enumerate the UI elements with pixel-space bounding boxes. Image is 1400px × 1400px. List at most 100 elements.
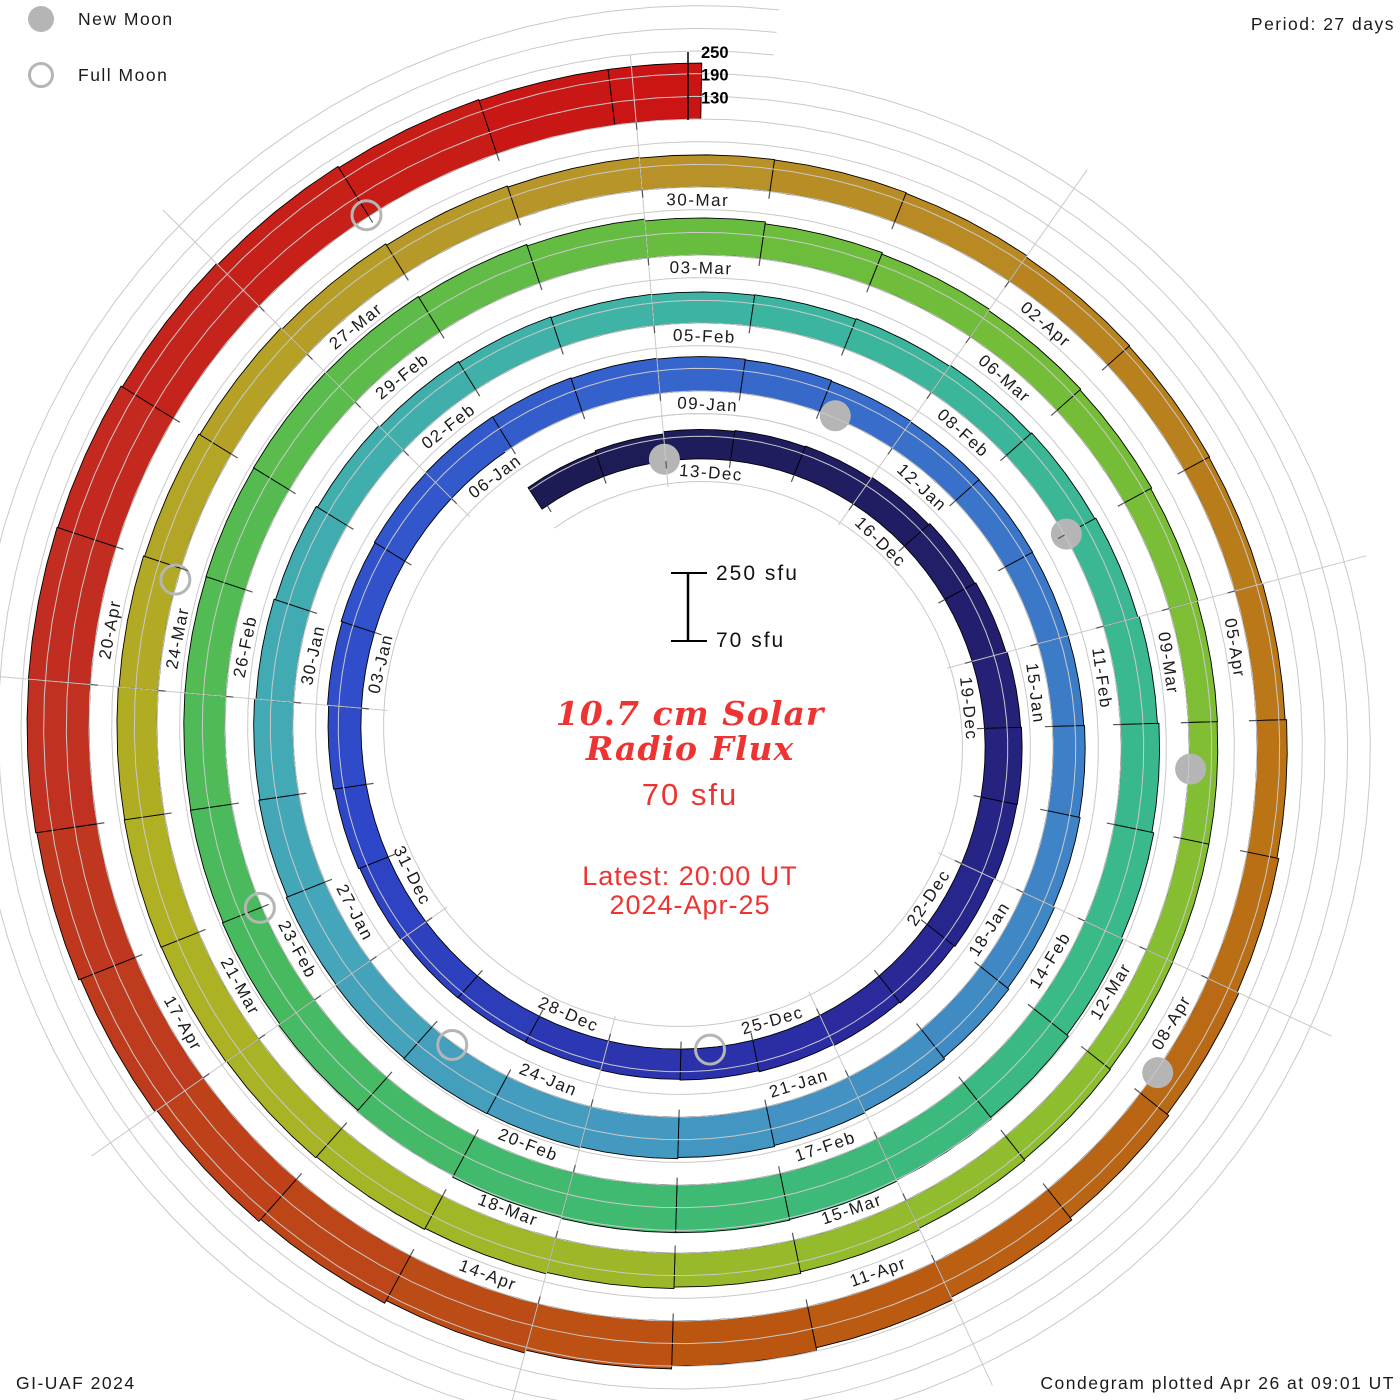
day-tick: [1201, 974, 1209, 980]
day-tick: [324, 878, 333, 883]
chart-title: 10.7 cm Solar Radio Flux: [390, 696, 990, 766]
day-tick: [841, 348, 845, 356]
flux-bar: [401, 921, 478, 999]
flux-bar: [340, 542, 406, 633]
day-tick: [369, 956, 377, 962]
day-tick: [653, 325, 656, 334]
day-tick: [974, 961, 981, 968]
day-tick: [738, 393, 741, 401]
day-tick: [938, 599, 946, 604]
flux-bar: [26, 678, 98, 834]
full-moon-icon: [28, 62, 54, 88]
legend-new-moon: New Moon: [28, 6, 174, 32]
radial-axis: 250 190 130: [687, 44, 729, 120]
grid-spoke: [91, 906, 448, 1157]
flux-bar: [650, 291, 756, 327]
day-tick: [926, 392, 932, 399]
day-tick: [844, 1070, 850, 1078]
day-tick: [1106, 822, 1115, 826]
flux-bar: [1084, 824, 1155, 939]
latest-date-label: 2024-Apr-25: [609, 890, 771, 920]
day-tick: [805, 1299, 809, 1307]
flux-bar: [673, 1239, 802, 1288]
flux-bar: [27, 526, 117, 685]
day-tick: [164, 812, 172, 815]
flux-bar: [954, 479, 1034, 568]
flux-bar: [123, 813, 199, 948]
flux-bar: [638, 154, 776, 192]
day-tick: [873, 1131, 878, 1139]
flux-bar: [526, 218, 649, 284]
day-tick: [245, 589, 253, 593]
day-tick: [1177, 469, 1185, 475]
date-label: 03-Mar: [669, 258, 732, 279]
credit-label: GI-UAF 2024: [16, 1373, 136, 1393]
grid: [0, 5, 1371, 1400]
day-tick: [258, 1034, 266, 1040]
flux-bar: [560, 1171, 678, 1234]
day-tick: [386, 1071, 393, 1078]
day-tick: [96, 822, 105, 825]
day-tick: [607, 1033, 612, 1042]
new-moon-marker: [819, 400, 851, 432]
day-tick: [581, 411, 586, 420]
day-tick: [768, 191, 771, 199]
day-tick: [90, 683, 98, 686]
day-tick: [555, 1230, 559, 1239]
full-moon-marker: [159, 563, 192, 596]
day-tick: [341, 1122, 348, 1129]
day-tick: [590, 1099, 594, 1107]
day-tick: [476, 969, 483, 977]
day-tick: [635, 122, 638, 130]
new-moon-marker: [1142, 1057, 1174, 1089]
day-tick: [748, 325, 751, 334]
flux-bar: [507, 156, 643, 219]
flux-bar: [671, 1306, 818, 1367]
moon-legend: New Moon Full Moon: [28, 6, 174, 118]
day-tick: [439, 331, 445, 339]
new-moon-label: New Moon: [78, 8, 174, 29]
day-tick: [1134, 1088, 1141, 1094]
grid-arc-inner: [383, 413, 963, 1027]
date-label: 09-Jan: [677, 393, 739, 415]
day-tick: [750, 1032, 754, 1041]
day-tick: [354, 401, 361, 408]
day-tick: [778, 1166, 781, 1174]
flux-bar: [184, 576, 246, 697]
flux-bar: [920, 966, 1010, 1059]
flux-bar: [189, 803, 263, 923]
day-tick: [538, 1009, 544, 1017]
day-tick: [546, 505, 552, 513]
day-tick: [346, 524, 354, 530]
day-tick: [1096, 625, 1104, 629]
grid-spoke: [808, 991, 993, 1386]
flux-bar: [644, 217, 766, 260]
flux-bar: [258, 793, 326, 898]
day-tick: [474, 1129, 479, 1137]
moon-markers: [159, 199, 1207, 1089]
day-tick: [931, 1254, 936, 1263]
flux-bar: [570, 357, 661, 413]
day-tick: [572, 1165, 576, 1173]
day-tick: [949, 500, 956, 507]
flux-bar: [253, 698, 300, 801]
flux-bar: [1146, 837, 1210, 963]
full-moon-marker: [350, 199, 383, 232]
date-label: 13-Dec: [678, 461, 743, 485]
day-tick: [1080, 1045, 1088, 1052]
day-tick: [964, 660, 973, 664]
scale-max-label: 250 sfu: [716, 562, 799, 585]
day-tick: [1161, 608, 1170, 612]
day-tick: [764, 1099, 767, 1108]
period-label: Period: 27 days: [1250, 14, 1395, 34]
day-tick: [866, 285, 871, 293]
day-tick: [135, 954, 143, 958]
full-moon-marker: [694, 1033, 727, 1066]
date-label: 05-Feb: [673, 326, 737, 347]
day-tick: [261, 903, 269, 908]
full-moon-marker: [243, 891, 276, 924]
date-label: 30-Mar: [666, 190, 729, 210]
day-tick: [560, 347, 564, 355]
flux-bar: [769, 159, 907, 223]
